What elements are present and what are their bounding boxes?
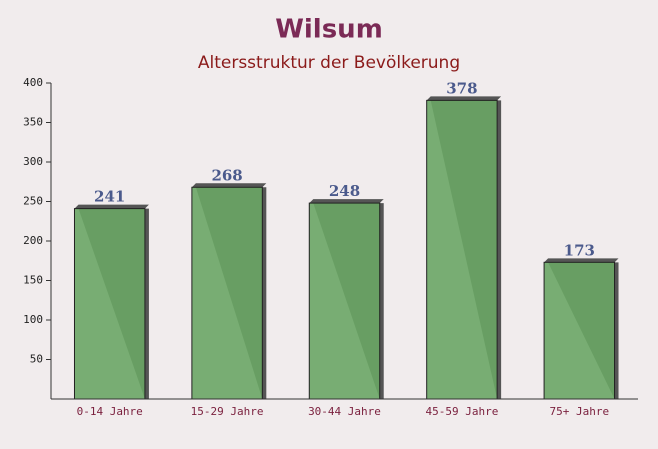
- x-tick-label: 30-44 Jahre: [308, 405, 381, 418]
- y-tick-label: 350: [23, 116, 43, 129]
- value-label: 268: [211, 166, 242, 184]
- value-label: 241: [94, 188, 125, 206]
- bar: [191, 186, 263, 400]
- x-tick-label: 75+ Jahre: [549, 405, 609, 418]
- y-tick-label: 400: [23, 76, 43, 89]
- y-tick-label: 100: [23, 313, 43, 326]
- bar: [543, 261, 616, 400]
- y-tick-label: 50: [30, 353, 43, 366]
- value-label: 248: [329, 182, 360, 200]
- bar: [308, 202, 381, 400]
- y-tick-label: 150: [23, 274, 43, 287]
- chart-subtitle: Altersstruktur der Bevölkerung: [198, 53, 460, 73]
- y-tick-label: 250: [23, 195, 43, 208]
- y-tick-label: 300: [23, 155, 43, 168]
- x-tick-label: 45-59 Jahre: [425, 405, 498, 418]
- bar: [73, 208, 146, 400]
- value-label: 173: [564, 241, 595, 259]
- value-label: 378: [446, 79, 477, 97]
- x-tick-label: 15-29 Jahre: [191, 405, 264, 418]
- x-tick-label: 0-14 Jahre: [77, 405, 143, 418]
- chart-title: Wilsum: [275, 15, 383, 45]
- y-tick-label: 200: [23, 234, 43, 247]
- bar: [426, 99, 498, 400]
